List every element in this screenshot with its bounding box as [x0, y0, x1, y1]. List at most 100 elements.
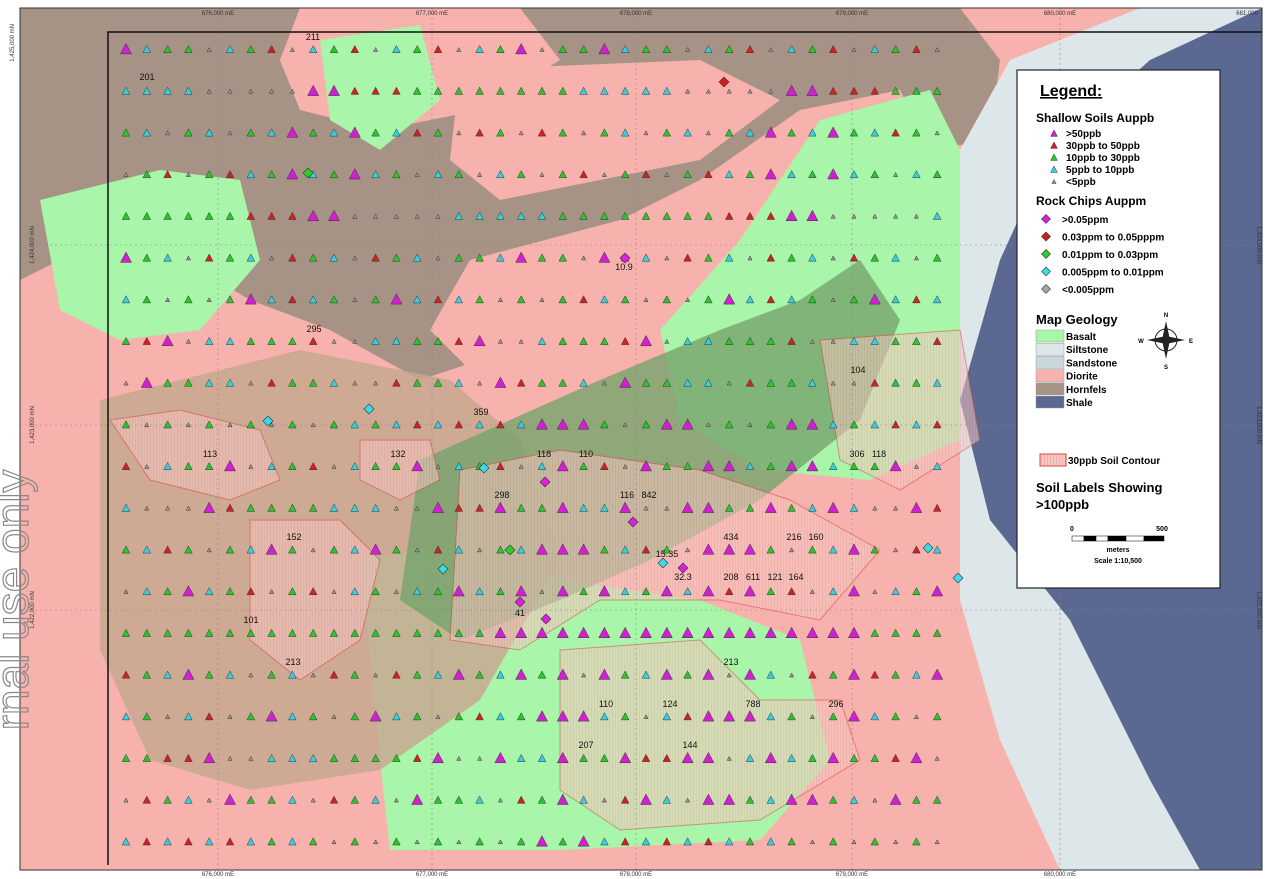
triangle-symbol: [267, 44, 276, 53]
triangle-symbol: [787, 128, 796, 137]
triangle-symbol: [329, 128, 339, 137]
triangle-symbol: [516, 837, 526, 846]
triangle-symbol: [702, 751, 715, 764]
northing-label: 1,423,000 mN: [30, 406, 36, 444]
triangle-symbol: [577, 835, 590, 847]
triangle-symbol: [808, 670, 817, 679]
diamond-symbol: [952, 572, 964, 584]
legend-box: [1016, 69, 1221, 589]
triangle-symbol: [702, 668, 715, 680]
triangle-symbol: [225, 336, 235, 345]
legend-item: Sandstone: [1066, 358, 1118, 369]
scale-start: 0: [1070, 526, 1074, 533]
triangle-symbol: [913, 213, 919, 219]
triangle-symbol: [787, 253, 796, 262]
soil-label: 207: [578, 740, 593, 750]
triangle-symbol: [329, 503, 339, 512]
triangle-symbol: [516, 420, 526, 429]
triangle-symbol: [747, 88, 753, 94]
soil-label: 298: [494, 490, 509, 500]
triangle-symbol: [598, 626, 611, 638]
triangle-symbol: [556, 585, 569, 597]
triangle-symbol: [912, 295, 921, 304]
triangle-symbol: [246, 628, 256, 637]
triangle-symbol: [579, 211, 588, 220]
triangle-symbol: [516, 795, 526, 804]
triangle-symbol: [432, 751, 444, 764]
triangle-symbol: [766, 378, 776, 387]
triangle-symbol: [432, 501, 444, 513]
triangle-symbol: [246, 44, 256, 53]
triangle-symbol: [539, 297, 545, 302]
triangle-symbol: [516, 503, 526, 512]
triangle-symbol: [350, 420, 360, 429]
triangle-symbol: [685, 297, 691, 302]
triangle-symbol: [369, 543, 382, 555]
triangle-symbol: [641, 753, 651, 762]
triangle-symbol: [518, 130, 524, 136]
triangle-symbol: [870, 712, 880, 721]
triangle-symbol: [307, 84, 320, 96]
triangle-symbol: [224, 459, 236, 472]
triangle-symbol: [454, 336, 464, 345]
triangle-symbol: [414, 505, 420, 511]
triangle-symbol: [768, 46, 774, 52]
triangle-symbol: [267, 170, 276, 179]
triangle-symbol: [579, 86, 588, 95]
triangle-symbol: [910, 501, 923, 513]
triangle-symbol: [537, 795, 547, 804]
triangle-symbol: [872, 213, 878, 219]
triangle-symbol: [329, 795, 339, 804]
triangle-symbol: [288, 795, 297, 804]
triangle-symbol: [558, 253, 568, 262]
triangle-symbol: [1050, 141, 1058, 149]
triangle-symbol: [683, 128, 692, 137]
triangle-symbol: [641, 587, 651, 596]
triangle-symbol: [768, 88, 774, 94]
triangle-symbol: [267, 295, 276, 304]
soil-label: 132: [390, 449, 405, 459]
triangle-symbol: [475, 86, 484, 95]
triangle-symbol: [683, 837, 692, 846]
triangle-symbol: [308, 587, 318, 596]
triangle-symbol: [433, 837, 443, 846]
soil-label: 32.3: [674, 572, 692, 582]
triangle-symbol: [350, 670, 360, 679]
triangle-symbol: [787, 44, 796, 53]
triangle-symbol: [204, 128, 214, 137]
triangle-symbol: [288, 378, 297, 387]
triangle-symbol: [664, 172, 670, 177]
triangle-symbol: [640, 626, 652, 638]
triangle-symbol: [724, 44, 734, 53]
triangle-symbol: [558, 170, 568, 179]
triangle-symbol: [225, 545, 235, 554]
triangle-symbol: [600, 712, 609, 721]
triangle-symbol: [371, 753, 380, 762]
triangle-symbol: [371, 795, 380, 804]
triangle-symbol: [702, 585, 715, 597]
triangle-symbol: [123, 589, 129, 594]
triangle-symbol: [764, 168, 777, 180]
triangle-symbol: [830, 213, 836, 219]
triangle-symbol: [849, 420, 859, 429]
triangle-symbol: [142, 670, 152, 679]
triangle-symbol: [121, 336, 131, 345]
triangle-symbol: [681, 751, 694, 764]
triangle-symbol: [539, 46, 545, 52]
triangle-symbol: [184, 837, 193, 846]
triangle-symbol: [851, 46, 857, 52]
triangle-symbol: [744, 585, 756, 597]
triangle-symbol: [912, 86, 921, 95]
triangle-symbol: [660, 626, 673, 638]
triangle-symbol: [433, 128, 443, 137]
triangle-symbol: [558, 378, 568, 387]
legend-item: <5ppb: [1066, 177, 1096, 188]
triangle-symbol: [331, 589, 337, 594]
triangle-symbol: [225, 837, 235, 846]
easting-label: 680,000 mE: [1044, 11, 1076, 17]
triangle-symbol: [806, 626, 819, 638]
triangle-symbol: [206, 297, 212, 302]
triangle-symbol: [660, 418, 673, 430]
triangle-symbol: [516, 86, 526, 95]
triangle-symbol: [248, 672, 254, 678]
